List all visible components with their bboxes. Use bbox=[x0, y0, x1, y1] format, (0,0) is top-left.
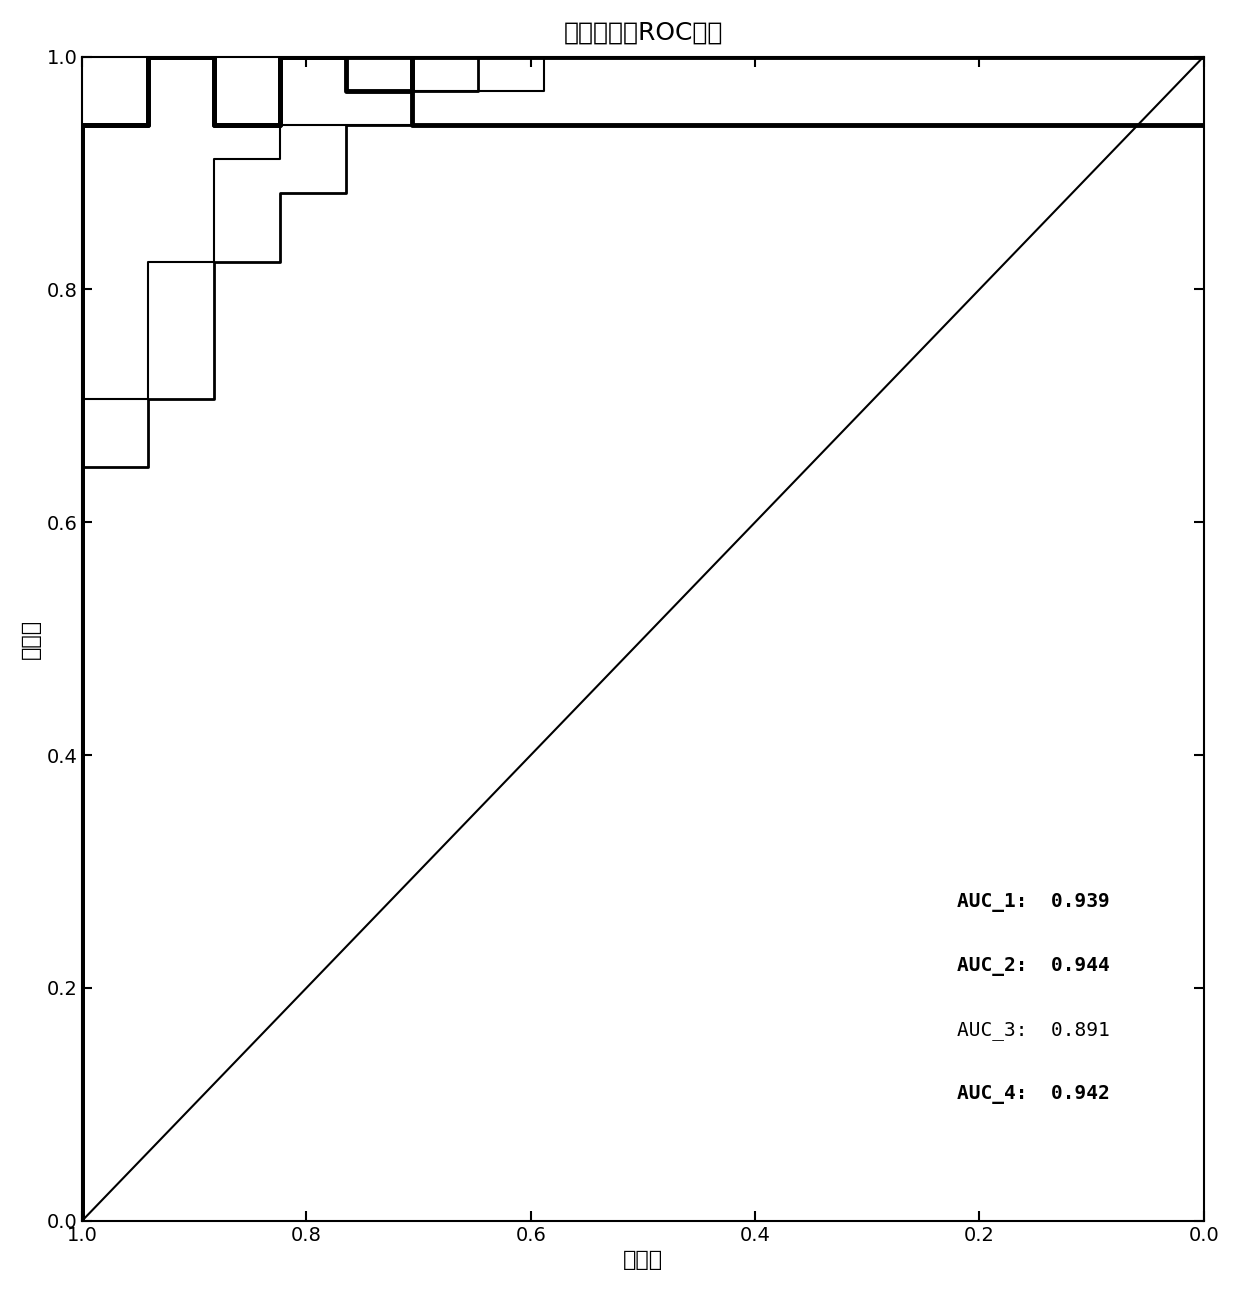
Y-axis label: 灵敏度: 灵敏度 bbox=[21, 618, 41, 658]
Text: AUC_2:  0.944: AUC_2: 0.944 bbox=[957, 957, 1110, 976]
Text: AUC_3:  0.891: AUC_3: 0.891 bbox=[957, 1021, 1110, 1041]
Text: AUC_4:  0.942: AUC_4: 0.942 bbox=[957, 1086, 1110, 1104]
Text: AUC_1:  0.939: AUC_1: 0.939 bbox=[957, 893, 1110, 913]
Title: 单个肽段的ROC曲线: 单个肽段的ROC曲线 bbox=[563, 21, 723, 45]
X-axis label: 特异性: 特异性 bbox=[622, 1250, 663, 1270]
